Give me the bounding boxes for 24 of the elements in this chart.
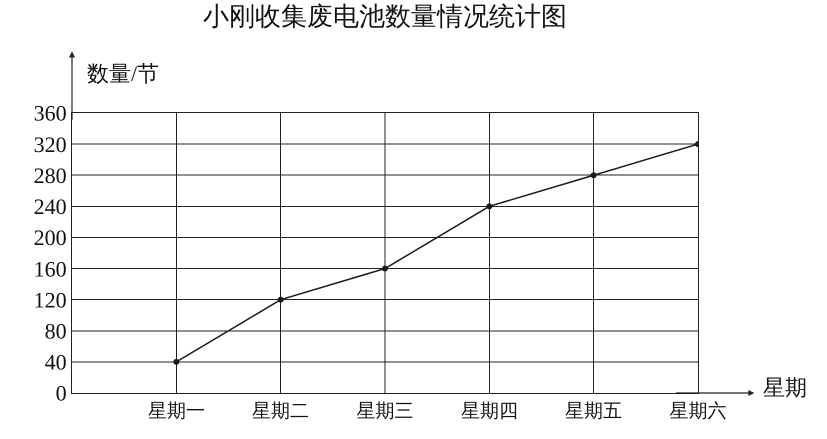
point [590, 172, 597, 178]
point [278, 296, 284, 303]
y-axis-title: 数量/节 [87, 61, 160, 86]
x-tick-label: 星期六 [670, 400, 726, 422]
y-tick-label: 200 [34, 225, 67, 250]
y-tick-label: 160 [34, 256, 67, 282]
y-tick-label: 360 [34, 100, 67, 126]
point [486, 203, 492, 210]
x-tick-label: 星期三 [356, 400, 414, 422]
x-tick-label: 星期五 [565, 400, 622, 422]
chart-title: 小刚收集废电池数量情况统计图 [203, 2, 567, 32]
y-tick-label: 120 [34, 287, 67, 312]
y-tick-label: 240 [34, 194, 67, 220]
x-tick-label: 星期四 [460, 400, 518, 422]
y-tick-label: 40 [44, 350, 67, 375]
point [173, 358, 180, 365]
x-axis-title: 星期 [763, 375, 807, 400]
y-tick-label: 80 [44, 318, 67, 344]
y-tick-label: 320 [34, 132, 67, 157]
y-tick-label: 280 [34, 162, 67, 188]
y-tick-label: 0 [56, 380, 67, 406]
point [382, 266, 388, 272]
x-tick-label: 星期二 [252, 400, 310, 422]
x-tick-label: 星期一 [148, 400, 205, 422]
